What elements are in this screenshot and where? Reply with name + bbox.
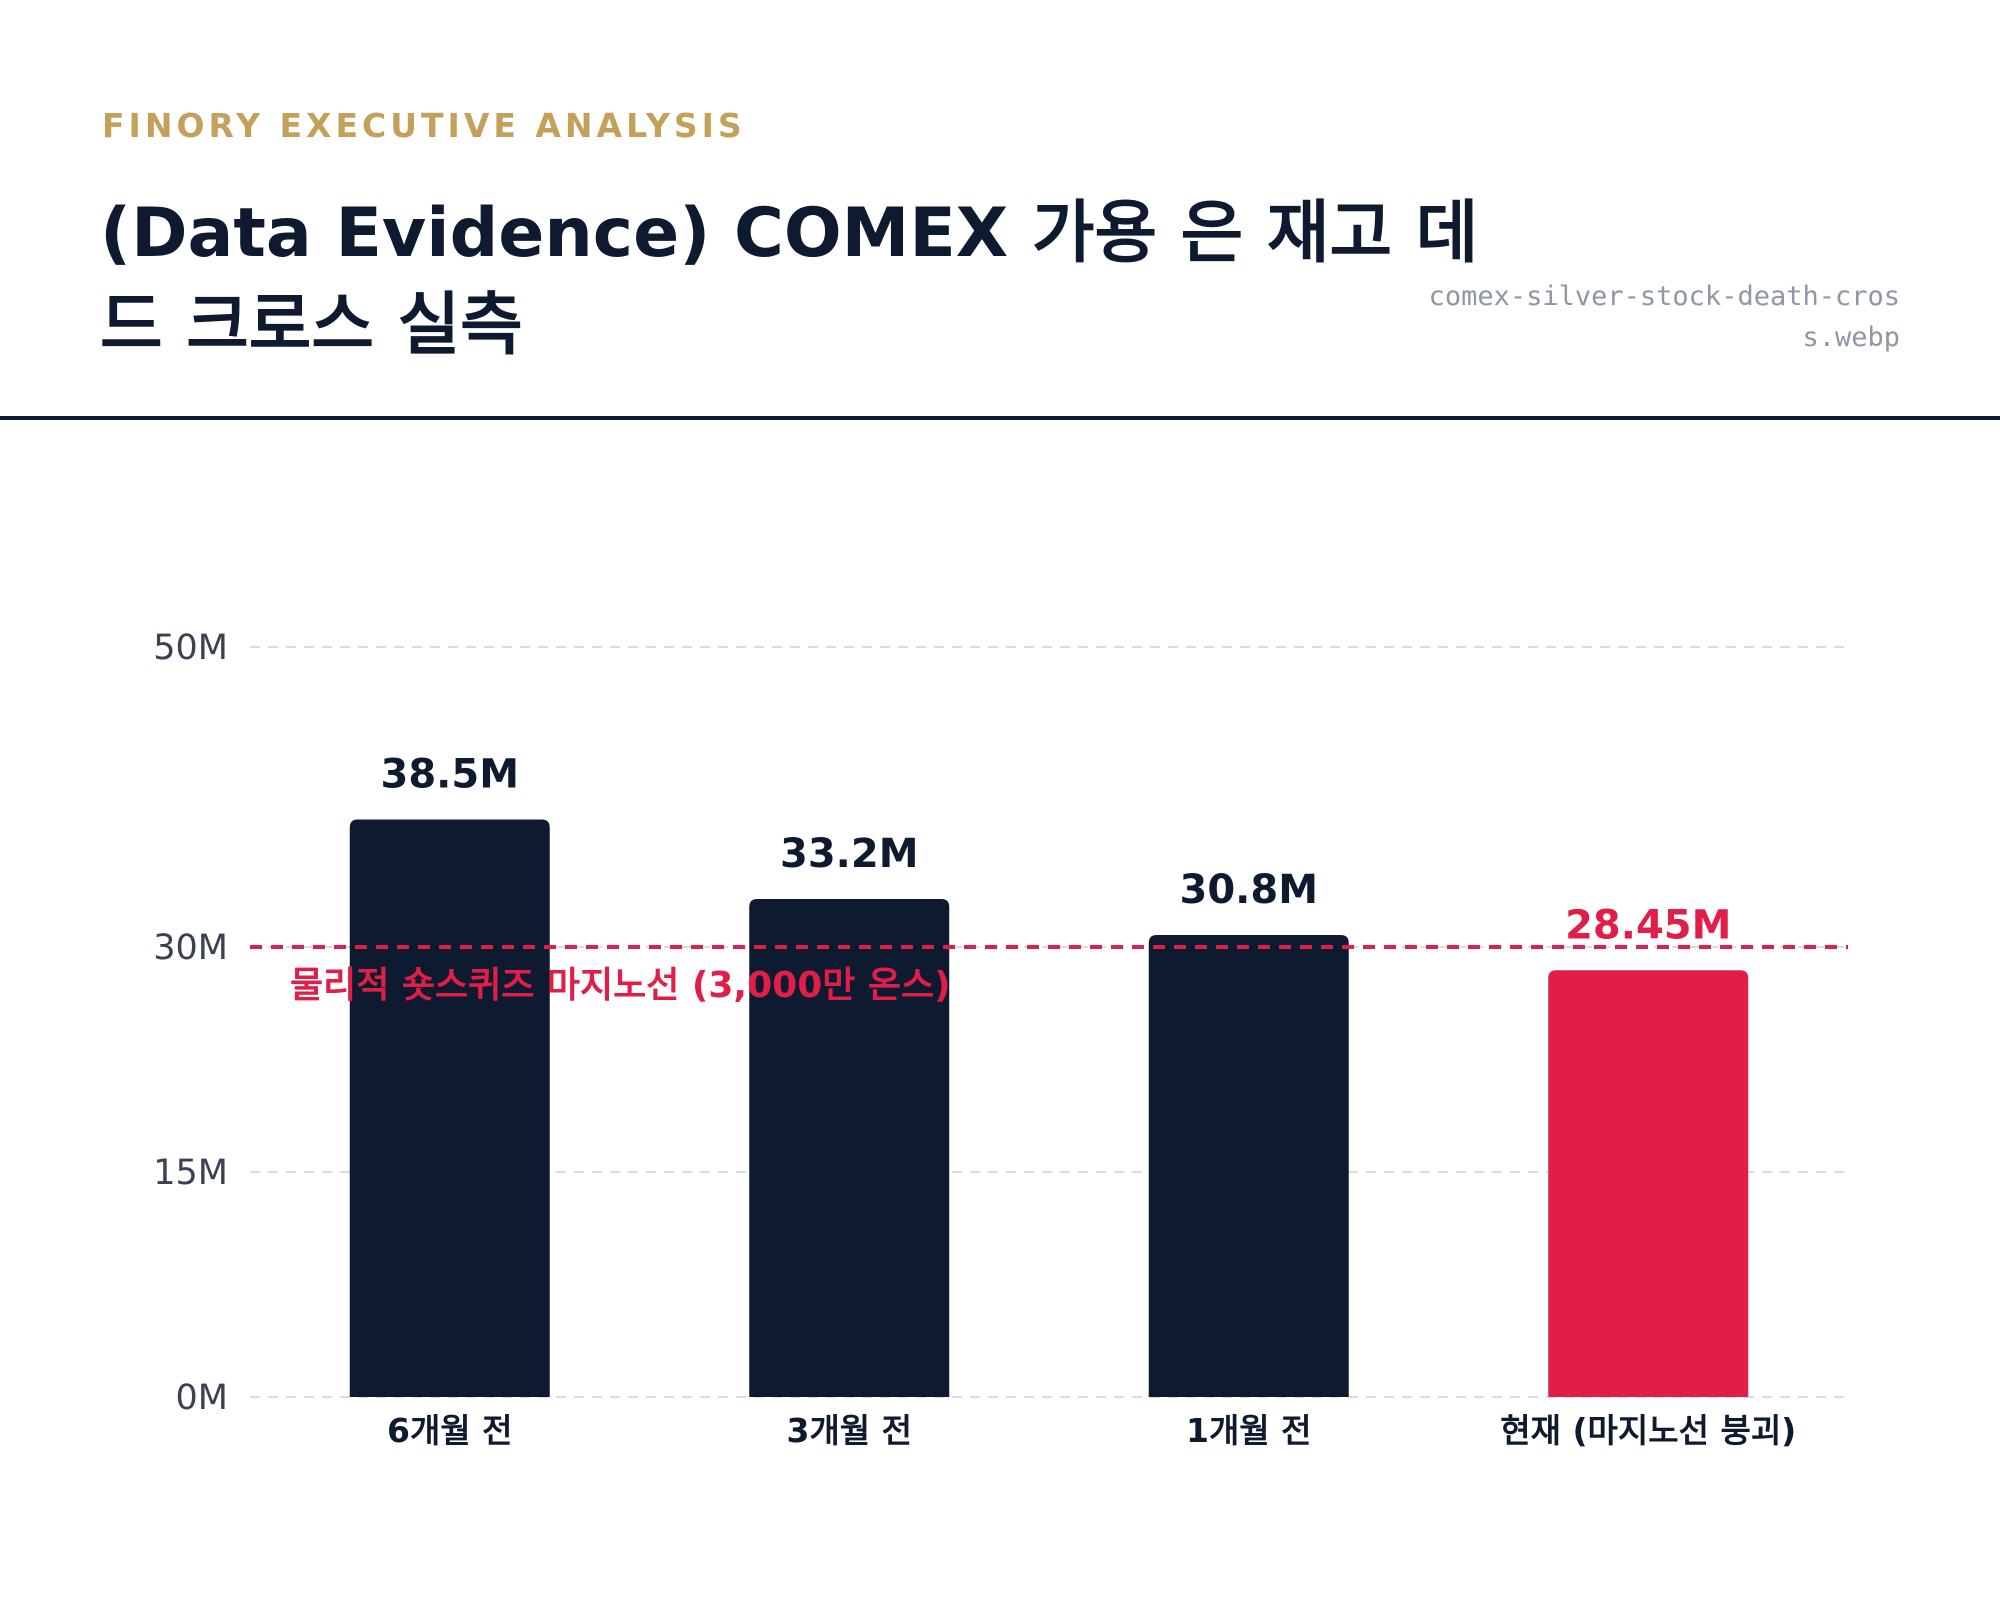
y-axis-ticks: 0M 15M 30M 50M: [153, 628, 228, 1418]
x-tick-label: 1개월 전: [1186, 1411, 1312, 1450]
bars: [349, 819, 1749, 1397]
header-divider: [0, 416, 2000, 420]
y-tick-label: 30M: [153, 928, 228, 968]
file-name-label: comex-silver-stock-death-cross.webp: [1428, 281, 1900, 353]
reference-line-label: 물리적 숏스퀴즈 마지노선 (3,000만 온스): [290, 965, 951, 1006]
bar: [349, 819, 550, 1397]
bar-value-label: 30.8M: [1180, 867, 1319, 913]
x-tick-label: 3개월 전: [786, 1411, 912, 1450]
kicker-label: FINORY EXECUTIVE ANALYSIS: [102, 106, 746, 145]
bar-value-label: 38.5M: [381, 752, 520, 798]
reference-line-group: 물리적 숏스퀴즈 마지노선 (3,000만 온스): [250, 945, 1848, 1006]
y-tick-label: 50M: [153, 628, 228, 668]
chart-title: (Data Evidence) COMEX 가용 은 재고 데드 크로스 실측: [100, 194, 1479, 365]
x-axis-ticks: 6개월 전 3개월 전 1개월 전 현재 (마지노선 붕괴): [387, 1411, 1796, 1450]
bar-value-label: 33.2M: [780, 831, 919, 877]
y-tick-label: 0M: [176, 1378, 228, 1418]
value-labels: 38.5M 33.2M 30.8M 28.45M: [381, 752, 1732, 949]
y-tick-label: 15M: [153, 1153, 228, 1193]
bar: [749, 899, 950, 1397]
x-tick-label: 현재 (마지노선 붕괴): [1500, 1411, 1796, 1450]
bar: [1548, 970, 1749, 1397]
bar: [1148, 935, 1349, 1397]
x-tick-label: 6개월 전: [387, 1411, 513, 1450]
bar-value-label: 28.45M: [1565, 902, 1731, 948]
